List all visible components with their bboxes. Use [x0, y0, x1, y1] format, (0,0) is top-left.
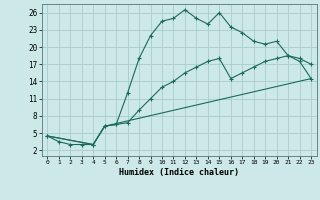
X-axis label: Humidex (Indice chaleur): Humidex (Indice chaleur): [119, 168, 239, 177]
